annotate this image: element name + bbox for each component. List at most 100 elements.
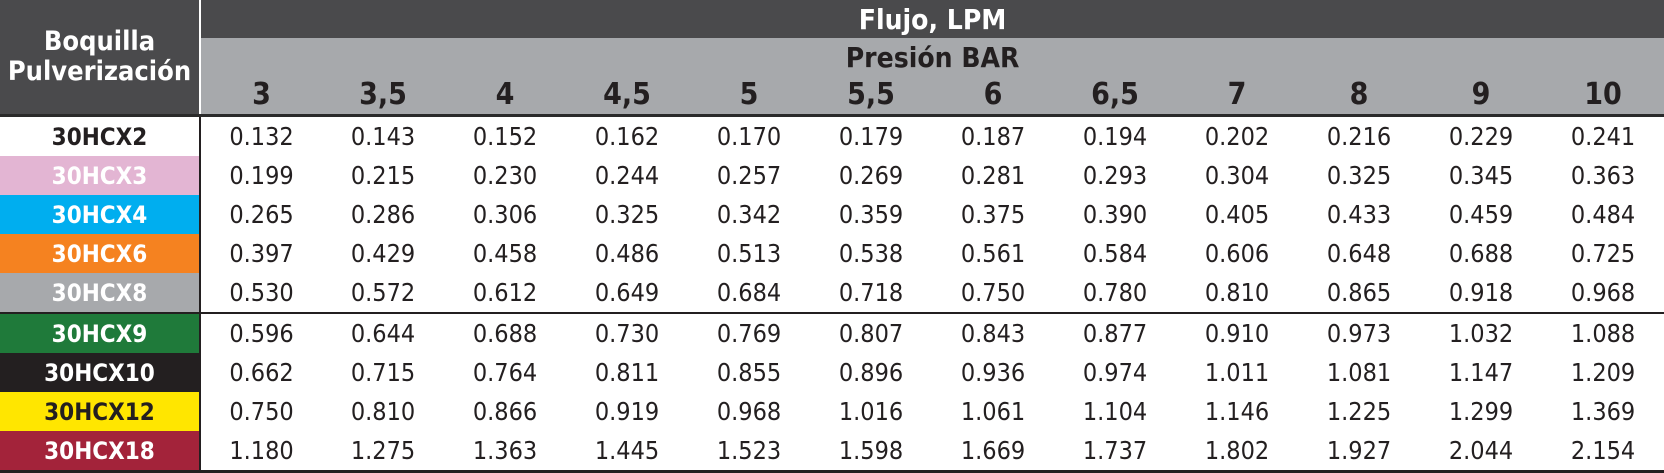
nozzle-name-cell: 30HCX10: [0, 353, 201, 392]
flow-value-cell: 0.572: [322, 273, 444, 314]
flow-value-cell: 0.244: [594, 161, 660, 190]
pressure-column-header: 10: [1542, 74, 1664, 117]
table-body: 30HCX2 0.132 0.143 0.152 0.162 0.170 0.179 0.18…: [0, 115, 1664, 473]
flow-value-cell: 0.269: [838, 161, 904, 190]
flow-value-cell: 0.750: [932, 273, 1054, 314]
flow-value-cell: 0.968: [716, 397, 782, 426]
flow-value-cell: 0.530: [200, 273, 322, 314]
flow-value-cell: 0.170: [716, 122, 782, 151]
flow-value-cell: 0.810: [350, 397, 416, 426]
flow-value-cell: 0.596: [229, 319, 294, 348]
flow-value-cell: 0.973: [1326, 319, 1392, 348]
flow-value-cell: 0.265: [229, 200, 294, 229]
flow-value-cell: 1.180: [200, 431, 322, 473]
table-row: 30HCX10 0.662 0.715 0.764 0.811 0.855 0.896 0.9…: [0, 353, 1664, 392]
flow-value-cell: 0.688: [472, 319, 538, 348]
flow-value-cell: 0.179: [838, 122, 904, 151]
flow-value-cell: 0.688: [1448, 239, 1514, 268]
table-row: 30HCX3 0.199 0.215 0.230 0.244 0.257 0.269 0.28…: [0, 156, 1664, 195]
flow-value-cell: 0.433: [1326, 200, 1392, 229]
flow-value-cell: 1.927: [1298, 431, 1420, 473]
flow-value-cell: 1.011: [1204, 358, 1270, 387]
flow-value-cell: 0.359: [838, 200, 904, 229]
flow-value-cell: 0.216: [1326, 122, 1392, 151]
flow-value-cell: 0.458: [472, 239, 538, 268]
flow-value-cell: 0.257: [716, 161, 782, 190]
nozzle-name-cell: 30HCX12: [0, 392, 201, 431]
flow-value-cell: 1.737: [1054, 431, 1176, 473]
flow-value-cell: 2.044: [1420, 431, 1542, 473]
flow-value-cell: 1.209: [1570, 358, 1636, 387]
flow-value-cell: 0.241: [1570, 122, 1636, 151]
flow-value-cell: 0.866: [472, 397, 538, 426]
flow-value-cell: 0.162: [594, 122, 660, 151]
flow-value-cell: 0.936: [960, 358, 1026, 387]
flow-value-cell: 0.769: [716, 319, 782, 348]
flow-value-cell: 0.718: [810, 273, 932, 314]
flow-value-cell: 0.644: [350, 319, 416, 348]
flow-value-cell: 1.147: [1448, 358, 1514, 387]
flow-value-cell: 0.342: [716, 200, 782, 229]
pressure-column-header: 9: [1420, 74, 1542, 117]
flow-value-cell: 0.968: [1542, 273, 1664, 314]
flow-value-cell: 0.649: [566, 273, 688, 314]
flow-value-cell: 0.293: [1082, 161, 1148, 190]
flow-value-cell: 0.390: [1082, 200, 1148, 229]
pressure-column-header: 3,5: [322, 74, 444, 117]
flow-value-cell: 0.230: [472, 161, 538, 190]
flow-value-cell: 0.397: [229, 239, 294, 268]
table-row: 30HCX9 0.596 0.644 0.688 0.730 0.769 0.807 0.84…: [0, 313, 1664, 353]
flow-value-cell: 0.910: [1204, 319, 1270, 348]
flow-value-cell: 0.132: [229, 122, 294, 151]
flow-value-cell: 0.199: [229, 161, 294, 190]
flow-value-cell: 0.896: [838, 358, 904, 387]
pressure-column-header: 8: [1298, 74, 1420, 117]
nozzle-header-line2: Pulverización: [7, 56, 192, 87]
nozzle-header-line1: Boquilla: [43, 26, 156, 57]
nozzle-name-cell: 30HCX9: [0, 313, 201, 353]
flow-value-cell: 0.730: [594, 319, 660, 348]
table-row: 30HCX12 0.750 0.810 0.866 0.919 0.968 1.016 1.0…: [0, 392, 1664, 431]
pressure-header: Presión BAR: [200, 38, 1664, 74]
flow-value-cell: 0.345: [1448, 161, 1514, 190]
nozzle-column-header: Boquilla Pulverización: [0, 0, 201, 117]
flow-value-cell: 0.843: [960, 319, 1026, 348]
flow-value-cell: 1.146: [1204, 397, 1270, 426]
pressure-column-header: 5,5: [810, 74, 932, 117]
flow-value-cell: 0.974: [1082, 358, 1148, 387]
table-row: 30HCX18 1.180 1.275 1.363 1.445 1.523 1.598 1.6…: [0, 431, 1664, 473]
flow-value-cell: 0.375: [960, 200, 1026, 229]
flow-value-cell: 0.286: [350, 200, 416, 229]
flow-value-cell: 0.919: [594, 397, 660, 426]
pressure-values-row: 3 3,5 4 4,5 5 5,5 6 6,5 7 8 9 10: [0, 74, 1664, 117]
flow-value-cell: 1.032: [1448, 319, 1514, 348]
flow-value-cell: 0.662: [229, 358, 294, 387]
flow-value-cell: 1.802: [1176, 431, 1298, 473]
flow-header: Flujo, LPM: [200, 0, 1664, 38]
flow-value-cell: 0.807: [838, 319, 904, 348]
pressure-column-header: 6: [932, 74, 1054, 117]
flow-value-cell: 1.363: [444, 431, 566, 473]
flow-value-cell: 1.061: [960, 397, 1026, 426]
flow-value-cell: 1.299: [1448, 397, 1514, 426]
flow-value-cell: 0.811: [594, 358, 660, 387]
flow-value-cell: 0.750: [229, 397, 294, 426]
flow-value-cell: 0.304: [1204, 161, 1270, 190]
flow-value-cell: 0.538: [838, 239, 904, 268]
flow-value-cell: 0.405: [1204, 200, 1270, 229]
nozzle-name-cell: 30HCX2: [0, 115, 201, 156]
flow-value-cell: 0.764: [472, 358, 538, 387]
flow-value-cell: 0.513: [716, 239, 782, 268]
flow-value-cell: 0.684: [688, 273, 810, 314]
pressure-column-header: 3: [200, 74, 322, 117]
flow-value-cell: 0.725: [1570, 239, 1636, 268]
flow-value-cell: 0.325: [1326, 161, 1392, 190]
flow-value-cell: 0.202: [1204, 122, 1270, 151]
flow-value-cell: 1.225: [1326, 397, 1392, 426]
table-row: 30HCX8 0.530 0.572 0.612 0.649 0.684 0.718 0.75…: [0, 273, 1664, 314]
flow-value-cell: 0.459: [1448, 200, 1514, 229]
flow-value-cell: 1.669: [932, 431, 1054, 473]
flow-value-cell: 1.445: [566, 431, 688, 473]
